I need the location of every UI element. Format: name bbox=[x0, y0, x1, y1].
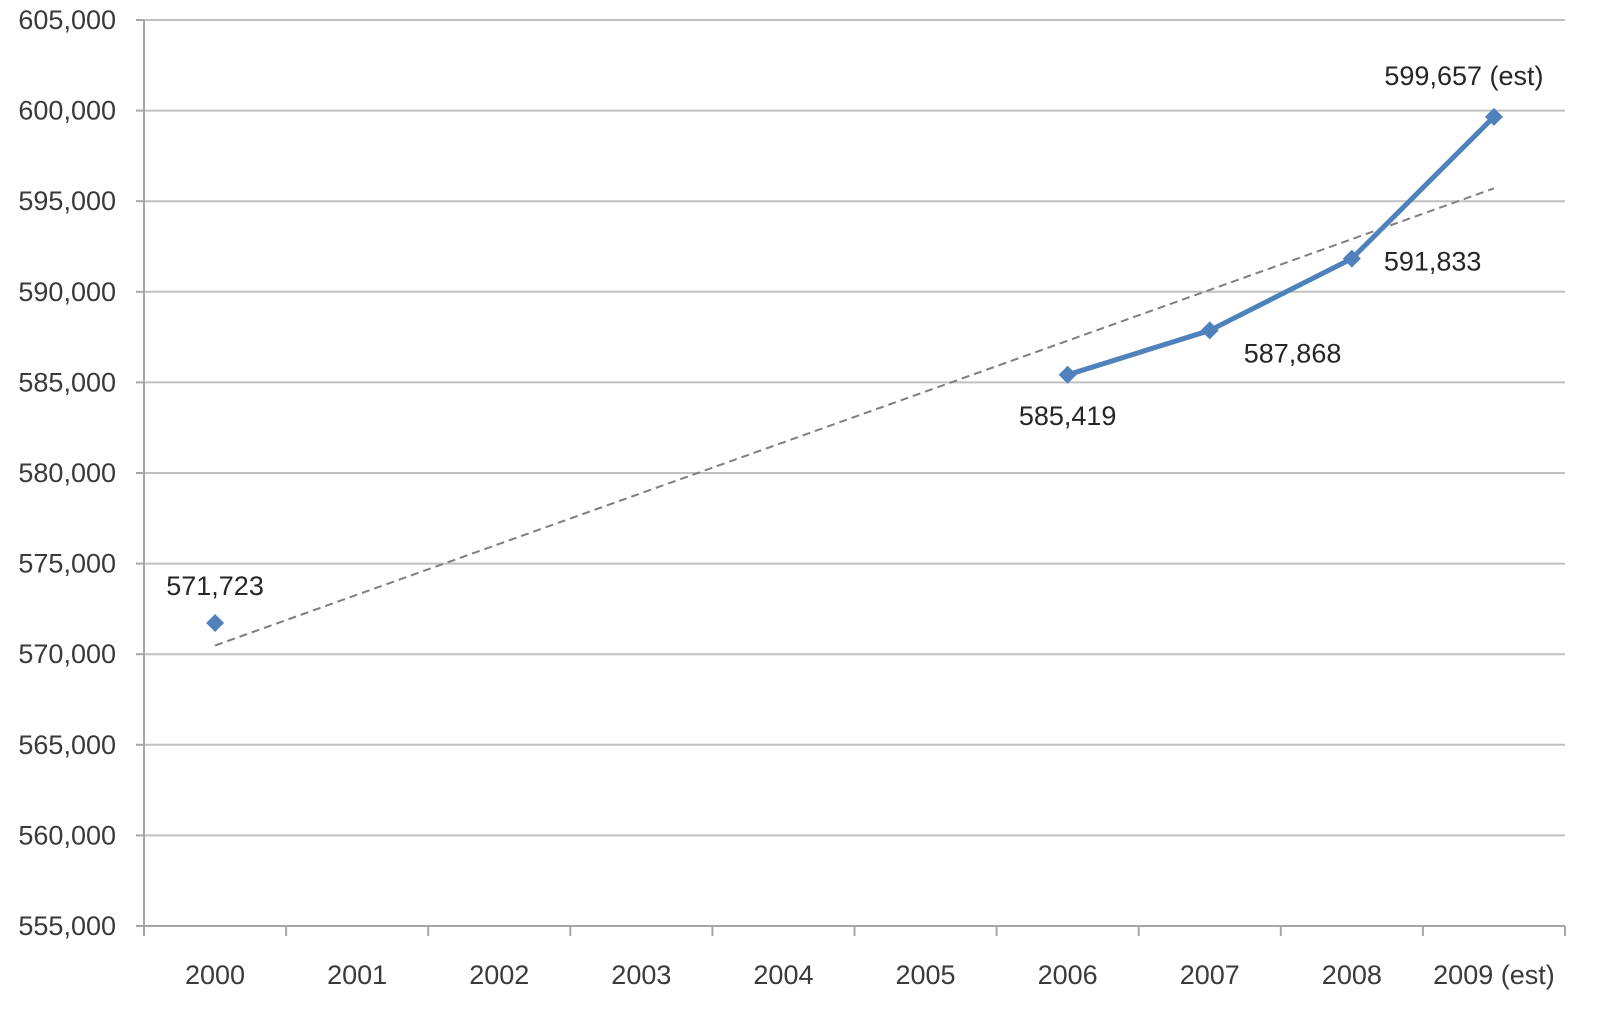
x-tick-label: 2003 bbox=[611, 960, 671, 990]
data-label: 571,723 bbox=[166, 571, 264, 601]
x-tick-label: 2005 bbox=[896, 960, 956, 990]
x-tick-label: 2006 bbox=[1038, 960, 1098, 990]
trendline-layer bbox=[214, 187, 1495, 647]
x-tick-label: 2007 bbox=[1180, 960, 1240, 990]
x-tick-label: 2001 bbox=[327, 960, 387, 990]
x-tick-label: 2002 bbox=[469, 960, 529, 990]
data-label: 599,657 (est) bbox=[1384, 61, 1543, 91]
data-label: 587,868 bbox=[1244, 338, 1342, 368]
y-tick-label: 605,000 bbox=[18, 5, 116, 35]
series-line-segment bbox=[1349, 114, 1497, 262]
y-tick-label: 570,000 bbox=[18, 639, 116, 669]
trendline bbox=[214, 187, 1495, 647]
y-tick-label: 580,000 bbox=[18, 458, 116, 488]
y-tick-label: 560,000 bbox=[18, 820, 116, 850]
series-line-segment bbox=[1065, 327, 1213, 378]
x-tick-label: 2008 bbox=[1322, 960, 1382, 990]
data-label: 585,419 bbox=[1019, 401, 1117, 431]
y-tick-label: 600,000 bbox=[18, 96, 116, 126]
y-tick-label: 575,000 bbox=[18, 549, 116, 579]
x-tick-label: 2009 (est) bbox=[1433, 960, 1555, 990]
data-point-marker bbox=[1342, 249, 1361, 268]
series-layer bbox=[206, 107, 1503, 632]
series-line-segment bbox=[1207, 256, 1355, 333]
y-tick-label: 590,000 bbox=[18, 277, 116, 307]
data-point-marker bbox=[1058, 365, 1077, 384]
gridlines bbox=[144, 19, 1565, 837]
data-label: 591,833 bbox=[1384, 247, 1482, 277]
y-tick-label: 595,000 bbox=[18, 186, 116, 216]
y-tick-label: 555,000 bbox=[18, 911, 116, 941]
y-tick-label: 565,000 bbox=[18, 730, 116, 760]
labels-layer: 555,000 560,000 565,000 570,000 575,000 580,0… bbox=[18, 5, 1554, 990]
x-tick-label: 2000 bbox=[185, 960, 245, 990]
data-point-marker bbox=[1484, 107, 1503, 126]
data-point-marker bbox=[206, 613, 225, 632]
data-point-marker bbox=[1200, 321, 1219, 340]
x-tick-label: 2004 bbox=[753, 960, 813, 990]
y-tick-label: 585,000 bbox=[18, 367, 116, 397]
axes bbox=[136, 19, 1566, 936]
